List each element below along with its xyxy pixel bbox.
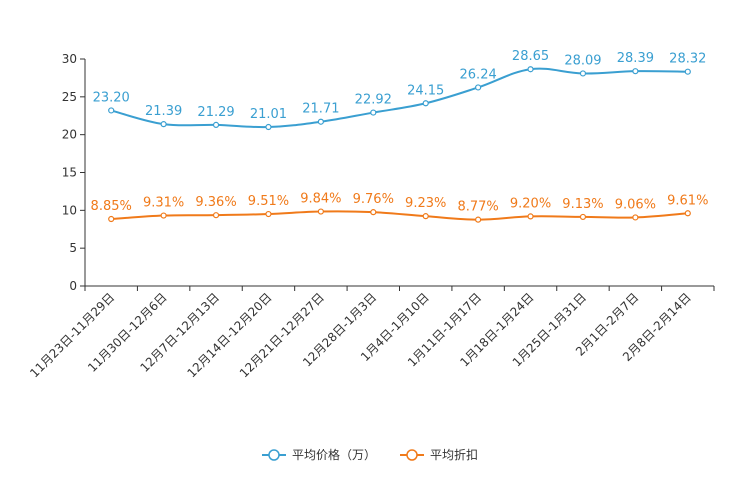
y-tick-label: 20	[62, 128, 77, 142]
series-line-1	[111, 210, 688, 221]
data-point[interactable]	[632, 214, 639, 221]
data-point[interactable]	[265, 123, 272, 131]
data-point[interactable]	[684, 68, 691, 75]
data-point[interactable]	[684, 210, 691, 217]
y-tick-label: 0	[69, 279, 77, 293]
y-tick-label: 25	[62, 90, 77, 104]
data-label: 23.20	[93, 90, 130, 105]
legend-item-0[interactable]: 平均价格（万）	[262, 447, 376, 462]
data-label: 21.71	[302, 102, 339, 117]
data-label: 9.13%	[562, 197, 603, 212]
data-label: 9.51%	[248, 194, 289, 209]
data-point[interactable]	[632, 68, 639, 75]
legend-marker-icon	[406, 449, 418, 461]
data-label: 28.65	[512, 49, 549, 64]
data-point[interactable]	[370, 109, 377, 116]
data-label: 9.20%	[510, 196, 551, 211]
data-label: 21.39	[145, 104, 182, 119]
data-label: 21.29	[197, 105, 234, 120]
data-point[interactable]	[108, 107, 115, 114]
data-label: 9.31%	[143, 196, 184, 211]
data-label: 9.23%	[405, 196, 446, 211]
chart-data-labels: 23.20 21.39 21.29 21.01 21.71 22.92 24.15 26.24…	[91, 49, 709, 214]
data-label: 9.06%	[615, 197, 656, 212]
legend-marker-icon	[268, 449, 280, 461]
data-point[interactable]	[579, 213, 587, 221]
data-label: 22.92	[355, 93, 392, 108]
data-point[interactable]	[212, 212, 220, 219]
data-point[interactable]	[265, 210, 272, 218]
legend-label: 平均折扣	[430, 447, 478, 462]
data-point[interactable]	[579, 70, 587, 77]
data-label: 8.85%	[91, 199, 132, 214]
data-label: 8.77%	[457, 200, 498, 215]
data-label: 9.76%	[353, 192, 394, 207]
data-point[interactable]	[108, 215, 115, 223]
y-tick-label: 5	[69, 241, 77, 255]
series-line-0	[110, 67, 688, 129]
data-point[interactable]	[527, 66, 534, 73]
x-tick-label: 11月23日-11月29日	[27, 290, 117, 380]
data-point[interactable]	[475, 84, 482, 91]
data-label: 9.36%	[195, 195, 236, 210]
data-label: 28.32	[669, 52, 706, 67]
data-point[interactable]	[160, 212, 167, 219]
data-point[interactable]	[317, 118, 324, 125]
data-label: 28.09	[564, 53, 601, 68]
data-point[interactable]	[160, 121, 167, 128]
data-point[interactable]	[475, 216, 482, 223]
data-point[interactable]	[422, 100, 429, 107]
data-label: 21.01	[250, 107, 287, 122]
data-point[interactable]	[527, 213, 534, 220]
data-point[interactable]	[212, 121, 220, 129]
data-label: 9.84%	[300, 192, 341, 207]
data-label: 24.15	[407, 83, 444, 98]
y-tick-label: 30	[62, 52, 77, 66]
data-label: 26.24	[460, 67, 497, 82]
legend-label: 平均价格（万）	[292, 447, 376, 462]
data-point[interactable]	[317, 208, 324, 215]
chart-series	[108, 66, 691, 223]
legend-item-1[interactable]: 平均折扣	[400, 447, 478, 462]
y-tick-label: 10	[62, 203, 77, 217]
data-label: 28.39	[617, 51, 654, 66]
data-label: 9.61%	[667, 193, 708, 208]
data-point[interactable]	[370, 209, 377, 216]
data-point[interactable]	[422, 213, 429, 220]
chart-legend[interactable]: 平均价格（万） 平均折扣	[262, 447, 478, 462]
y-tick-label: 15	[62, 166, 77, 180]
